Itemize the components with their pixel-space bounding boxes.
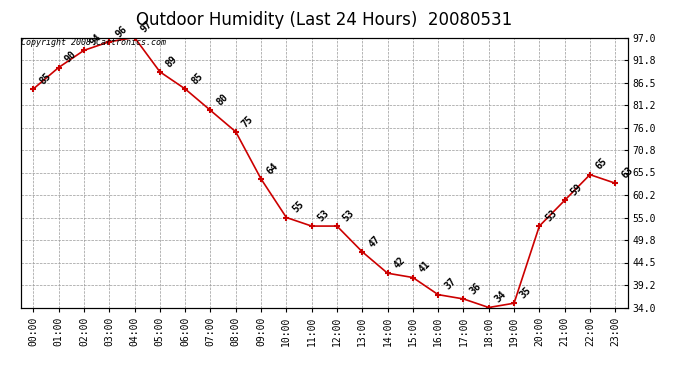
Text: 85: 85 [189, 71, 205, 86]
Text: 94: 94 [88, 32, 104, 48]
Text: 41: 41 [417, 260, 433, 275]
Text: 59: 59 [569, 182, 584, 198]
Text: Outdoor Humidity (Last 24 Hours)  20080531: Outdoor Humidity (Last 24 Hours) 2008053… [136, 11, 513, 29]
Text: 47: 47 [366, 234, 382, 249]
Text: 53: 53 [316, 208, 331, 223]
Text: 75: 75 [240, 114, 255, 129]
Text: 65: 65 [594, 156, 609, 172]
Text: 96: 96 [113, 24, 129, 39]
Text: 53: 53 [341, 208, 357, 223]
Text: 97: 97 [139, 20, 154, 35]
Text: 53: 53 [544, 208, 559, 223]
Text: Copyright 2008 Cartronics.com: Copyright 2008 Cartronics.com [21, 38, 166, 46]
Text: 42: 42 [392, 255, 407, 270]
Text: 63: 63 [620, 165, 635, 180]
Text: 85: 85 [37, 71, 53, 86]
Text: 90: 90 [63, 50, 78, 65]
Text: 36: 36 [468, 281, 483, 296]
Text: 35: 35 [518, 285, 533, 300]
Text: 80: 80 [215, 92, 230, 108]
Text: 34: 34 [493, 290, 509, 305]
Text: 64: 64 [265, 161, 281, 176]
Text: 89: 89 [164, 54, 179, 69]
Text: 37: 37 [442, 276, 457, 292]
Text: 55: 55 [290, 200, 306, 215]
